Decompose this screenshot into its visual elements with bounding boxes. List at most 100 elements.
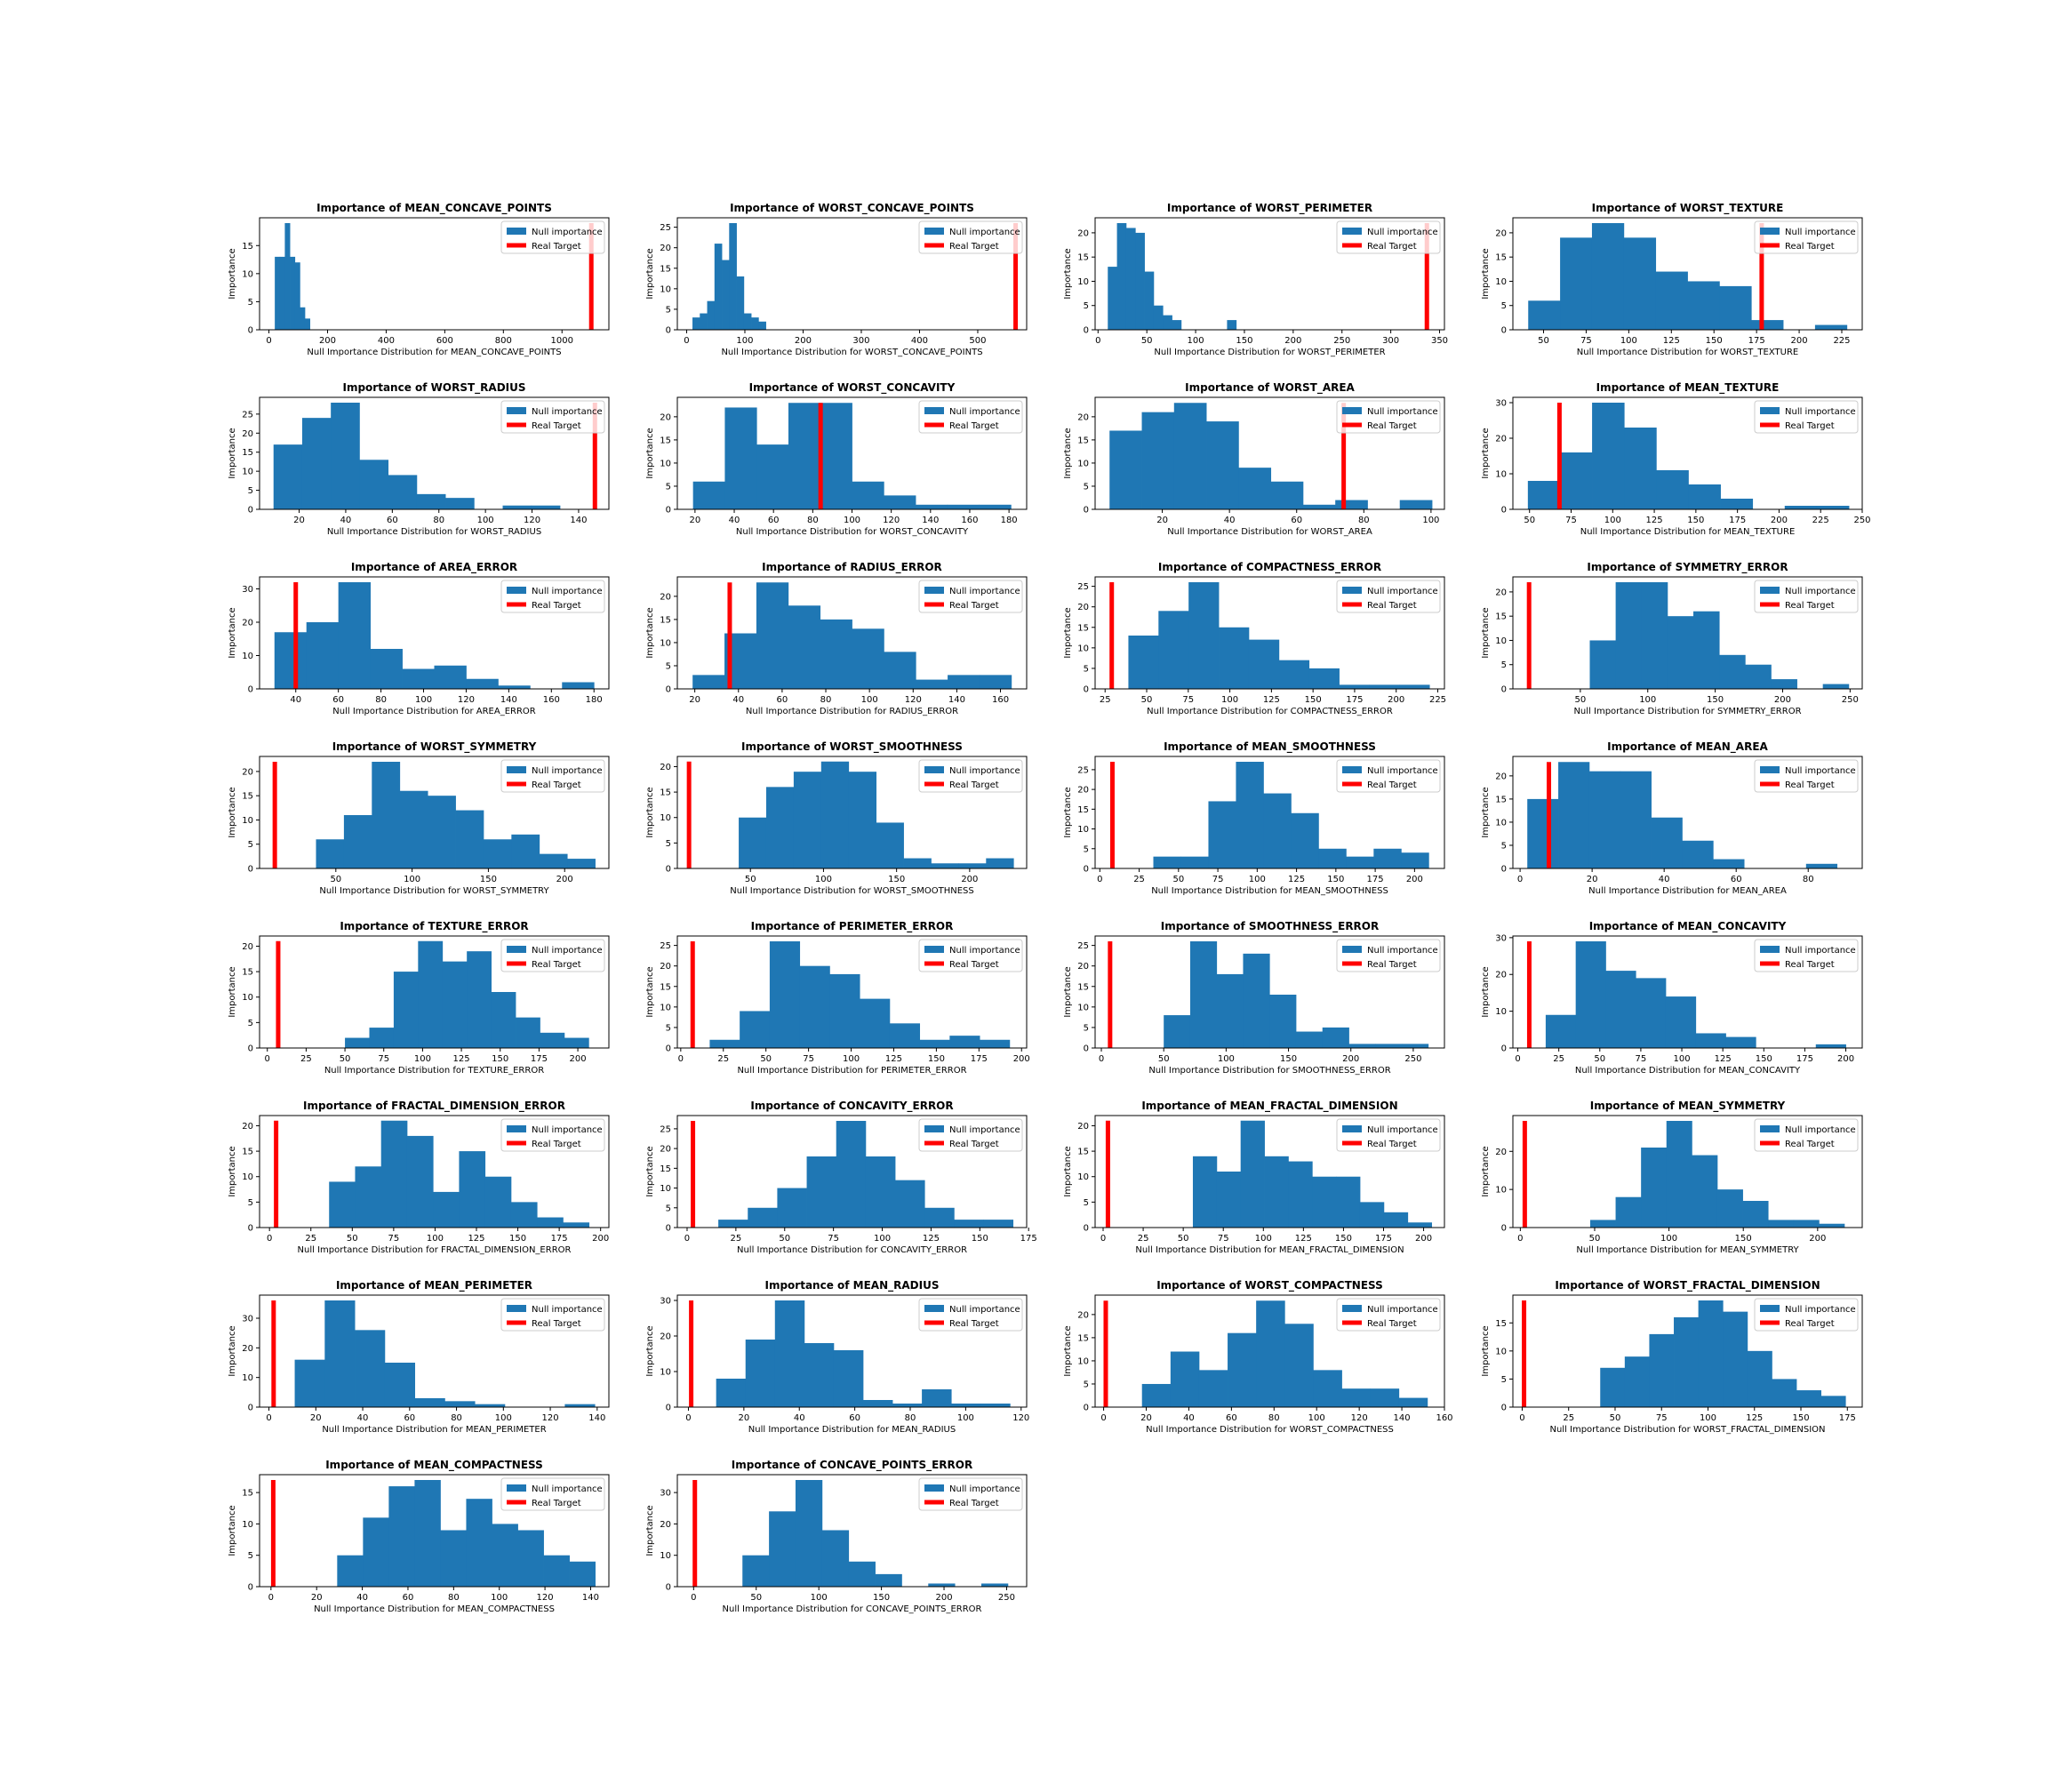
x-tick-label: 50 <box>779 1234 790 1244</box>
legend-box <box>500 220 605 254</box>
subplot-12: 50 100 150 200 250 0 5 10 15 20 Importance of SYMM… <box>1481 561 1863 716</box>
y-tick-label: 0 <box>666 326 671 336</box>
histogram-bar <box>1256 1300 1285 1407</box>
y-tick-label: 10 <box>1077 825 1089 835</box>
histogram-bar <box>793 772 822 868</box>
histogram-bar <box>1172 320 1182 330</box>
x-axis-label: Null Importance Distribution for WORST_C… <box>736 527 969 537</box>
y-tick-label: 30 <box>242 1315 253 1324</box>
x-tick-label: 800 <box>495 336 512 346</box>
legend-swatch-null <box>1342 587 1362 594</box>
x-tick-label: 50 <box>1538 336 1549 346</box>
legend-label-null: Null importance <box>1785 587 1856 596</box>
legend: Null importance Real Target <box>918 939 1023 972</box>
y-tick-label: 5 <box>666 482 671 492</box>
x-tick-label: 75 <box>1182 695 1194 705</box>
chart-title: Importance of WORST_CONCAVE_POINTS <box>730 202 974 215</box>
histogram-bar <box>774 1300 805 1407</box>
axes-frame <box>1094 756 1445 869</box>
x-tick-label: 25 <box>1133 875 1145 884</box>
histogram-bar <box>563 1222 590 1228</box>
y-tick-label: 5 <box>1501 301 1507 311</box>
y-axis-label: Importance <box>1063 248 1073 299</box>
y-tick-label: 25 <box>1077 941 1089 951</box>
y-axis-label: Importance <box>228 1325 237 1376</box>
x-tick-label: 160 <box>1436 1413 1452 1423</box>
histogram-bar <box>1545 1014 1577 1048</box>
histogram-bar <box>748 1207 778 1228</box>
chart-title: Importance of WORST_RADIUS <box>342 381 525 395</box>
legend-label-null: Null importance <box>949 1305 1020 1315</box>
y-tick-label: 25 <box>242 410 253 420</box>
histogram-bar <box>1649 1333 1675 1407</box>
y-tick-label: 20 <box>1495 1148 1507 1157</box>
x-tick-label: 180 <box>586 695 603 705</box>
histogram-bar <box>1339 684 1370 689</box>
x-axis-label: Null Importance Distribution for WORST_C… <box>1146 1425 1394 1435</box>
x-tick-label: 140 <box>500 695 517 705</box>
legend-box <box>1754 1118 1859 1152</box>
legend-box <box>1754 400 1859 434</box>
legend-box <box>500 1118 605 1152</box>
histogram-bar <box>1820 1396 1846 1407</box>
legend: Null importance Real Target <box>1336 1118 1441 1152</box>
histogram-bar <box>892 1404 923 1407</box>
x-tick-label: 200 <box>1791 336 1808 346</box>
y-tick-label: 5 <box>248 1198 253 1208</box>
histogram-bar <box>788 605 821 689</box>
legend-label-real: Real Target <box>1367 780 1417 790</box>
x-tick-label: 0 <box>1100 1234 1106 1244</box>
y-tick-label: 10 <box>1077 1356 1089 1366</box>
legend-label-real: Real Target <box>1367 1319 1417 1329</box>
y-tick-label: 20 <box>660 592 671 602</box>
x-tick-label: 75 <box>1218 1234 1229 1244</box>
histogram-bar <box>820 761 850 868</box>
y-tick-label: 20 <box>660 1145 671 1155</box>
legend-box <box>918 400 1023 434</box>
subplot-19: 0 50 100 150 200 250 0 5 10 15 20 25 Importance of S… <box>1063 920 1445 1076</box>
y-tick-label: 5 <box>1084 482 1089 492</box>
x-tick-label: 40 <box>290 695 301 705</box>
x-tick-label: 200 <box>570 1054 587 1064</box>
histogram-bar <box>1605 971 1636 1048</box>
histogram-bar <box>1270 481 1304 509</box>
chart-title: Importance of WORST_FRACTAL_DIMENSION <box>1555 1279 1820 1292</box>
legend-label-null: Null importance <box>949 587 1020 596</box>
histogram-bar <box>848 1561 876 1587</box>
x-tick-label: 20 <box>311 1593 323 1603</box>
histogram-bar <box>1216 1172 1242 1228</box>
histogram-bar <box>1192 1156 1218 1228</box>
histogram-bar <box>820 619 852 689</box>
chart-title: Importance of MEAN_CONCAVE_POINTS <box>316 202 552 215</box>
y-tick-label: 0 <box>1084 326 1089 336</box>
legend-swatch-null <box>507 946 526 953</box>
histogram-bar <box>821 1530 850 1587</box>
x-tick-label: 140 <box>588 1413 605 1423</box>
histogram-bar <box>714 244 723 330</box>
x-tick-label: 80 <box>451 1413 462 1423</box>
y-tick-label: 0 <box>666 1404 671 1413</box>
legend: Null importance Real Target <box>918 400 1023 434</box>
histogram-bar <box>355 1330 386 1407</box>
histogram-bar <box>1109 430 1142 509</box>
y-tick-label: 10 <box>242 1520 253 1530</box>
histogram-bar <box>1312 1176 1337 1228</box>
legend: Null importance Real Target <box>1336 759 1441 793</box>
y-tick-label: 15 <box>660 436 671 445</box>
y-axis-label: Importance <box>645 248 655 299</box>
legend: Null importance Real Target <box>1336 939 1441 972</box>
x-tick-label: 75 <box>1636 1054 1647 1064</box>
histogram-bar <box>380 1120 408 1228</box>
x-tick-label: 50 <box>1172 875 1184 884</box>
histogram-bar <box>700 313 708 330</box>
y-tick-label: 20 <box>660 412 671 422</box>
x-tick-label: 150 <box>1706 336 1723 346</box>
histogram-bar <box>1528 300 1561 330</box>
y-tick-label: 10 <box>660 1184 671 1194</box>
x-tick-label: 100 <box>1249 875 1266 884</box>
y-tick-label: 20 <box>1495 971 1507 980</box>
x-axis-label: Null Importance Distribution for RADIUS_… <box>746 707 958 716</box>
y-tick-label: 10 <box>1495 1186 1507 1196</box>
histogram-bar <box>1153 305 1164 330</box>
x-tick-label: 200 <box>319 336 336 346</box>
